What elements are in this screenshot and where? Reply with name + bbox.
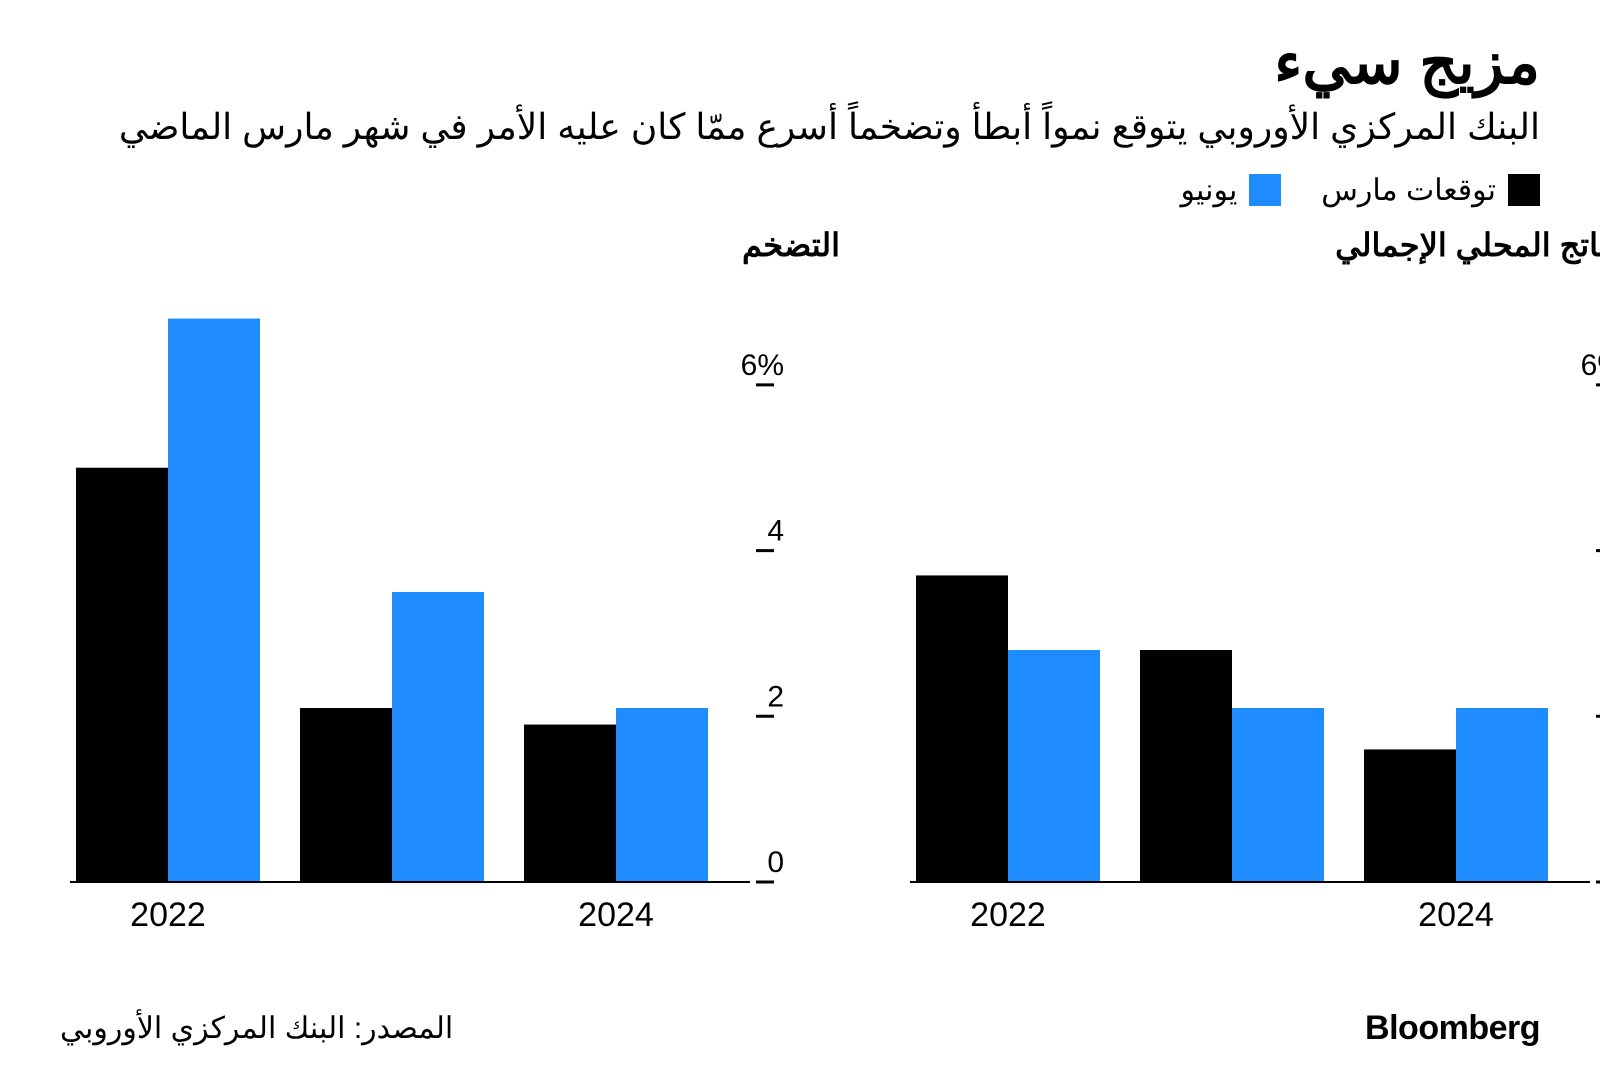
xtick-label: 2022 xyxy=(130,896,206,934)
legend-label: توقعات مارس xyxy=(1321,173,1496,208)
xtick-label: 2024 xyxy=(578,896,654,934)
ytick-label: 2 xyxy=(767,680,784,713)
chart-title: نمو الناتج المحلي الإجمالي xyxy=(900,226,1600,264)
xtick-label: 2024 xyxy=(1418,896,1494,934)
ytick-label: 6% xyxy=(1581,349,1600,382)
legend-label: يونيو xyxy=(1181,173,1238,208)
bar xyxy=(1008,650,1100,882)
chart-svg: 0 2 4 6% 2022 2024 xyxy=(60,272,840,942)
xtick-label: 2022 xyxy=(970,896,1046,934)
source-label: المصدر: البنك المركزي الأوروبي xyxy=(60,1011,453,1046)
bar xyxy=(1364,749,1456,882)
bar xyxy=(1140,650,1232,882)
chart-panel-gdp: نمو الناتج المحلي الإجمالي0246%20222024 xyxy=(900,226,1600,947)
chart-svg: 0246%20222024 xyxy=(900,272,1600,942)
bar xyxy=(392,592,484,882)
bar xyxy=(524,724,616,881)
ytick-label: 6% xyxy=(741,349,784,382)
chart-panel-inflation: التضخم 0 2 4 6% 2022 2024 xyxy=(60,226,840,947)
bar xyxy=(916,575,1008,882)
chart-title: التضخم xyxy=(60,226,840,264)
ytick-label: 0 xyxy=(767,846,784,879)
legend-swatch xyxy=(1508,174,1540,206)
legend-swatch xyxy=(1249,174,1281,206)
bar xyxy=(1456,708,1548,882)
bar xyxy=(616,708,708,882)
brand-logo: Bloomberg xyxy=(1365,1009,1540,1048)
page: مزيج سيء البنك المركزي الأوروبي يتوقع نم… xyxy=(0,0,1600,1084)
charts-row: التضخم0246%20222024نمو الناتج المحلي الإ… xyxy=(60,226,1540,947)
page-subtitle: البنك المركزي الأوروبي يتوقع نمواً أبطأ … xyxy=(60,104,1540,151)
legend-item: يونيو xyxy=(1181,173,1282,208)
bar xyxy=(1232,708,1324,882)
footer: Bloomberg المصدر: البنك المركزي الأوروبي xyxy=(60,1009,1540,1048)
legend: توقعات مارس يونيو xyxy=(60,173,1540,208)
page-title: مزيج سيء xyxy=(60,30,1540,96)
ytick-label: 4 xyxy=(767,514,784,547)
bar xyxy=(76,468,168,882)
bar xyxy=(168,318,260,881)
bar xyxy=(300,708,392,882)
legend-item: توقعات مارس xyxy=(1321,173,1540,208)
